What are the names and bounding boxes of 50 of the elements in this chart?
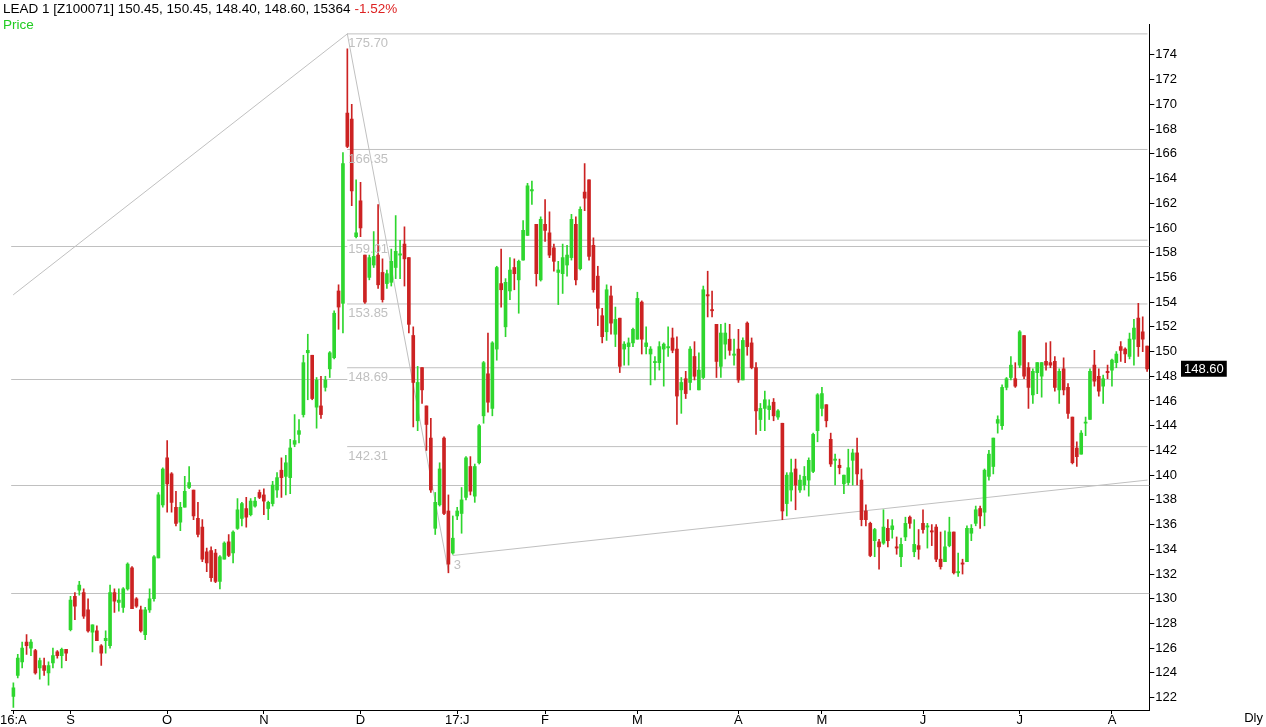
y-tick-label: 170	[1155, 95, 1178, 111]
y-tick-label: 168	[1155, 120, 1178, 136]
y-tick-label: 172	[1155, 71, 1178, 87]
x-tick-label: M	[631, 712, 643, 727]
y-tick-label: 160	[1155, 219, 1178, 235]
y-tick-label: 130	[1155, 590, 1178, 606]
y-tick-label: 166	[1155, 145, 1178, 161]
series-label: 3	[453, 556, 462, 572]
x-tick-label: O	[162, 712, 173, 727]
y-tick-label: 128	[1155, 615, 1178, 631]
y-tick-label: 124	[1155, 664, 1178, 680]
series-label: 142.31	[348, 447, 389, 463]
x-tick-label: M	[816, 712, 828, 727]
x-tick-label: J	[1016, 712, 1023, 727]
y-tick-label: 150	[1155, 343, 1178, 359]
y-tick-label: 154	[1155, 293, 1178, 309]
x-tick-label: A	[734, 712, 744, 727]
y-tick-label: 152	[1155, 318, 1178, 334]
series-label: 148.69	[348, 368, 389, 384]
x-tick-label: S	[66, 712, 76, 727]
y-tick-label: 136	[1155, 516, 1178, 532]
y-tick-label: 148	[1155, 367, 1178, 383]
y-tick-label: 142	[1155, 442, 1178, 458]
y-tick-label: 162	[1155, 194, 1178, 210]
y-tick-label: 126	[1155, 639, 1178, 655]
y-tick-label: 164	[1155, 170, 1178, 186]
x-tick-label: 17:J	[444, 712, 470, 727]
y-tick-label: 174	[1155, 46, 1178, 62]
chart-title: LEAD 1 [Z100071] 150.45, 150.45, 148.40, 148.60, 15364	[3, 1, 351, 16]
series-label: 153.85	[348, 305, 389, 321]
y-axis-title: Price	[3, 17, 34, 32]
y-tick-label: 158	[1155, 244, 1178, 260]
x-tick-label: D	[355, 712, 366, 727]
y-tick-label: 140	[1155, 466, 1178, 482]
series-label: 175.70	[348, 34, 389, 50]
text: 148.60	[1184, 361, 1224, 377]
x-tick-label: 16:A	[0, 712, 28, 727]
chart-subtitle: -1.52%	[354, 1, 398, 16]
text: Dly	[1244, 710, 1264, 726]
y-tick-label: 138	[1155, 491, 1178, 507]
y-tick-label: 122	[1155, 689, 1178, 705]
y-tick-label: 134	[1155, 540, 1178, 556]
x-tick-label: F	[541, 712, 550, 727]
x-tick-label: A	[1107, 712, 1117, 727]
x-tick-label: J	[919, 712, 927, 727]
y-tick-label: 144	[1155, 417, 1178, 433]
y-tick-label: 146	[1155, 392, 1178, 408]
x-tick-label: N	[259, 712, 269, 727]
y-tick-label: 132	[1155, 565, 1178, 581]
y-tick-label: 156	[1155, 268, 1178, 284]
